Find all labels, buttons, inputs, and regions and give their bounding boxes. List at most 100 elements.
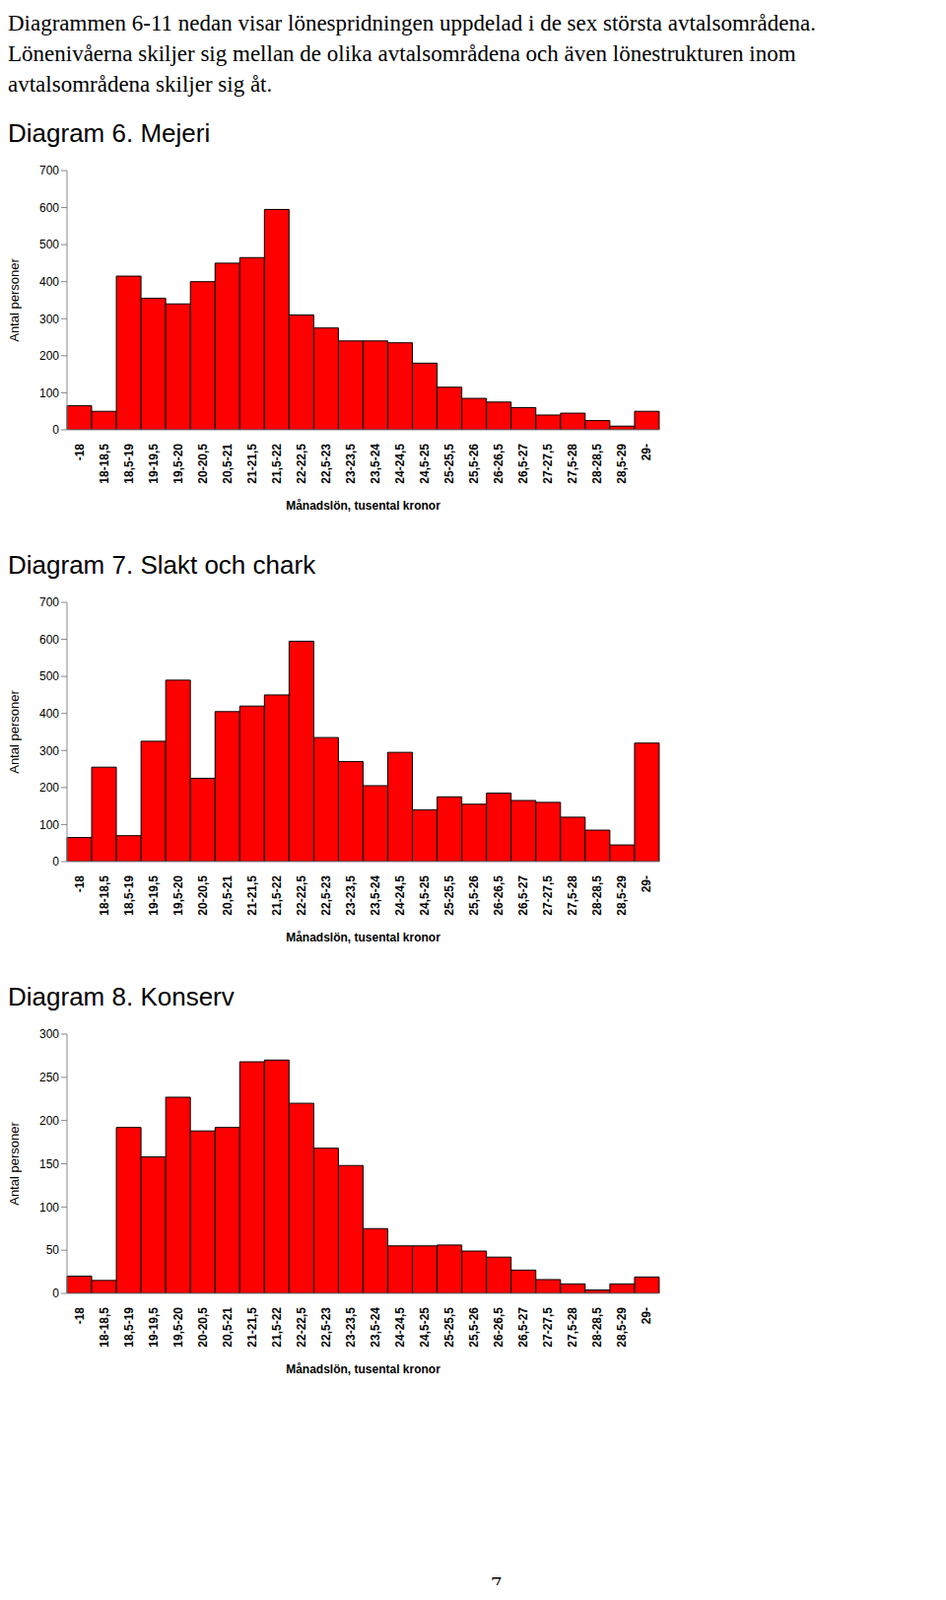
svg-text:22,5-23: 22,5-23 <box>319 1306 334 1348</box>
svg-text:23-23,5: 23-23,5 <box>343 875 358 916</box>
svg-text:23,5-24: 23,5-24 <box>368 443 383 484</box>
svg-text:100: 100 <box>39 386 60 401</box>
svg-text:18,5-19: 18,5-19 <box>122 443 136 484</box>
svg-text:22-22,5: 22-22,5 <box>294 443 309 484</box>
svg-text:27,5-28: 27,5-28 <box>565 443 580 484</box>
svg-text:0: 0 <box>52 1285 60 1300</box>
svg-text:29-: 29- <box>639 1306 654 1324</box>
svg-text:200: 200 <box>39 780 60 795</box>
svg-text:19,5-20: 19,5-20 <box>171 443 186 484</box>
svg-text:50: 50 <box>46 1242 61 1257</box>
svg-text:27-27,5: 27-27,5 <box>540 875 555 916</box>
svg-text:24,5-25: 24,5-25 <box>417 443 432 484</box>
svg-text:25-25,5: 25-25,5 <box>442 443 457 484</box>
svg-text:26-26,5: 26-26,5 <box>491 443 506 484</box>
svg-text:26,5-27: 26,5-27 <box>516 1306 531 1348</box>
svg-text:100: 100 <box>39 817 60 832</box>
svg-text:0: 0 <box>52 422 60 437</box>
svg-text:29-: 29- <box>639 443 654 461</box>
svg-text:150: 150 <box>39 1156 60 1171</box>
svg-text:21,5-22: 21,5-22 <box>270 875 284 916</box>
svg-text:28-28,5: 28-28,5 <box>590 875 605 916</box>
svg-text:-18: -18 <box>72 875 87 893</box>
svg-text:600: 600 <box>39 201 60 215</box>
svg-text:21,5-22: 21,5-22 <box>270 1306 284 1348</box>
svg-text:Antal personer: Antal personer <box>7 258 22 342</box>
svg-text:23,5-24: 23,5-24 <box>368 1306 383 1348</box>
svg-text:22,5-23: 22,5-23 <box>319 443 334 484</box>
svg-text:25,5-26: 25,5-26 <box>467 875 481 916</box>
svg-text:26-26,5: 26-26,5 <box>491 875 506 916</box>
svg-text:700: 700 <box>39 595 60 609</box>
svg-text:27,5-28: 27,5-28 <box>565 1306 580 1348</box>
svg-text:26,5-27: 26,5-27 <box>516 875 531 916</box>
svg-text:22-22,5: 22-22,5 <box>294 875 309 916</box>
svg-text:24-24,5: 24-24,5 <box>393 443 407 484</box>
svg-text:300: 300 <box>39 743 60 758</box>
svg-text:19,5-20: 19,5-20 <box>171 875 186 916</box>
svg-text:500: 500 <box>39 237 60 252</box>
svg-text:20-20,5: 20-20,5 <box>196 875 210 916</box>
svg-text:25,5-26: 25,5-26 <box>467 1306 481 1348</box>
svg-text:20,5-21: 20,5-21 <box>220 875 235 916</box>
svg-text:20-20,5: 20-20,5 <box>196 1306 210 1348</box>
svg-text:Månadslön, tusental kronor: Månadslön, tusental kronor <box>285 498 441 513</box>
svg-text:23,5-24: 23,5-24 <box>368 875 383 916</box>
svg-text:26,5-27: 26,5-27 <box>516 443 531 484</box>
svg-text:24,5-25: 24,5-25 <box>417 875 432 916</box>
svg-text:200: 200 <box>39 1113 60 1128</box>
svg-text:24-24,5: 24-24,5 <box>393 875 407 916</box>
svg-text:Antal personer: Antal personer <box>7 689 22 774</box>
svg-text:18-18,5: 18-18,5 <box>97 1306 112 1348</box>
svg-text:25,5-26: 25,5-26 <box>467 443 481 484</box>
svg-text:24,5-25: 24,5-25 <box>417 1306 432 1348</box>
svg-text:28,5-29: 28,5-29 <box>614 443 629 484</box>
svg-text:400: 400 <box>39 706 60 721</box>
svg-text:300: 300 <box>39 312 60 327</box>
svg-text:22-22,5: 22-22,5 <box>294 1306 309 1348</box>
svg-text:25-25,5: 25-25,5 <box>442 1306 457 1348</box>
svg-text:Månadslön, tusental kronor: Månadslön, tusental kronor <box>285 930 441 945</box>
svg-text:21,5-22: 21,5-22 <box>270 443 284 484</box>
svg-text:200: 200 <box>39 348 60 363</box>
svg-text:Antal personer: Antal personer <box>7 1121 22 1206</box>
svg-text:20,5-21: 20,5-21 <box>220 443 235 484</box>
svg-text:18,5-19: 18,5-19 <box>122 1306 136 1348</box>
svg-text:Månadslön, tusental kronor: Månadslön, tusental kronor <box>285 1361 441 1376</box>
svg-text:500: 500 <box>39 669 60 683</box>
svg-text:19,5-20: 19,5-20 <box>171 1306 186 1348</box>
svg-text:28,5-29: 28,5-29 <box>614 1306 629 1348</box>
svg-text:24-24,5: 24-24,5 <box>393 1306 407 1348</box>
svg-text:400: 400 <box>39 274 60 289</box>
svg-text:18-18,5: 18-18,5 <box>97 875 112 916</box>
svg-text:250: 250 <box>39 1070 60 1084</box>
svg-text:27-27,5: 27-27,5 <box>540 1306 555 1348</box>
svg-text:25-25,5: 25-25,5 <box>442 875 457 916</box>
svg-text:21-21,5: 21-21,5 <box>245 1306 260 1348</box>
svg-text:19-19,5: 19-19,5 <box>146 1306 161 1348</box>
svg-text:27,5-28: 27,5-28 <box>565 875 580 916</box>
svg-text:-18: -18 <box>72 443 87 462</box>
svg-text:18-18,5: 18-18,5 <box>97 443 112 484</box>
svg-text:100: 100 <box>39 1200 60 1215</box>
svg-text:23-23,5: 23-23,5 <box>343 443 358 484</box>
svg-text:700: 700 <box>39 163 60 178</box>
svg-text:600: 600 <box>39 632 60 647</box>
svg-text:0: 0 <box>52 854 60 869</box>
svg-text:21-21,5: 21-21,5 <box>245 443 260 484</box>
svg-text:19-19,5: 19-19,5 <box>146 443 161 484</box>
svg-text:29-: 29- <box>639 875 654 892</box>
svg-text:20,5-21: 20,5-21 <box>220 1306 235 1348</box>
svg-text:20-20,5: 20-20,5 <box>196 443 210 484</box>
svg-text:28,5-29: 28,5-29 <box>614 875 629 916</box>
svg-text:21-21,5: 21-21,5 <box>245 875 260 916</box>
svg-text:26-26,5: 26-26,5 <box>491 1306 506 1348</box>
svg-text:28-28,5: 28-28,5 <box>590 443 605 484</box>
svg-text:28-28,5: 28-28,5 <box>590 1306 605 1348</box>
svg-text:23-23,5: 23-23,5 <box>343 1306 358 1348</box>
svg-text:22,5-23: 22,5-23 <box>319 875 334 916</box>
svg-text:300: 300 <box>39 1026 60 1041</box>
svg-text:-18: -18 <box>72 1306 87 1325</box>
svg-text:27-27,5: 27-27,5 <box>540 443 555 484</box>
svg-text:18,5-19: 18,5-19 <box>122 875 136 916</box>
